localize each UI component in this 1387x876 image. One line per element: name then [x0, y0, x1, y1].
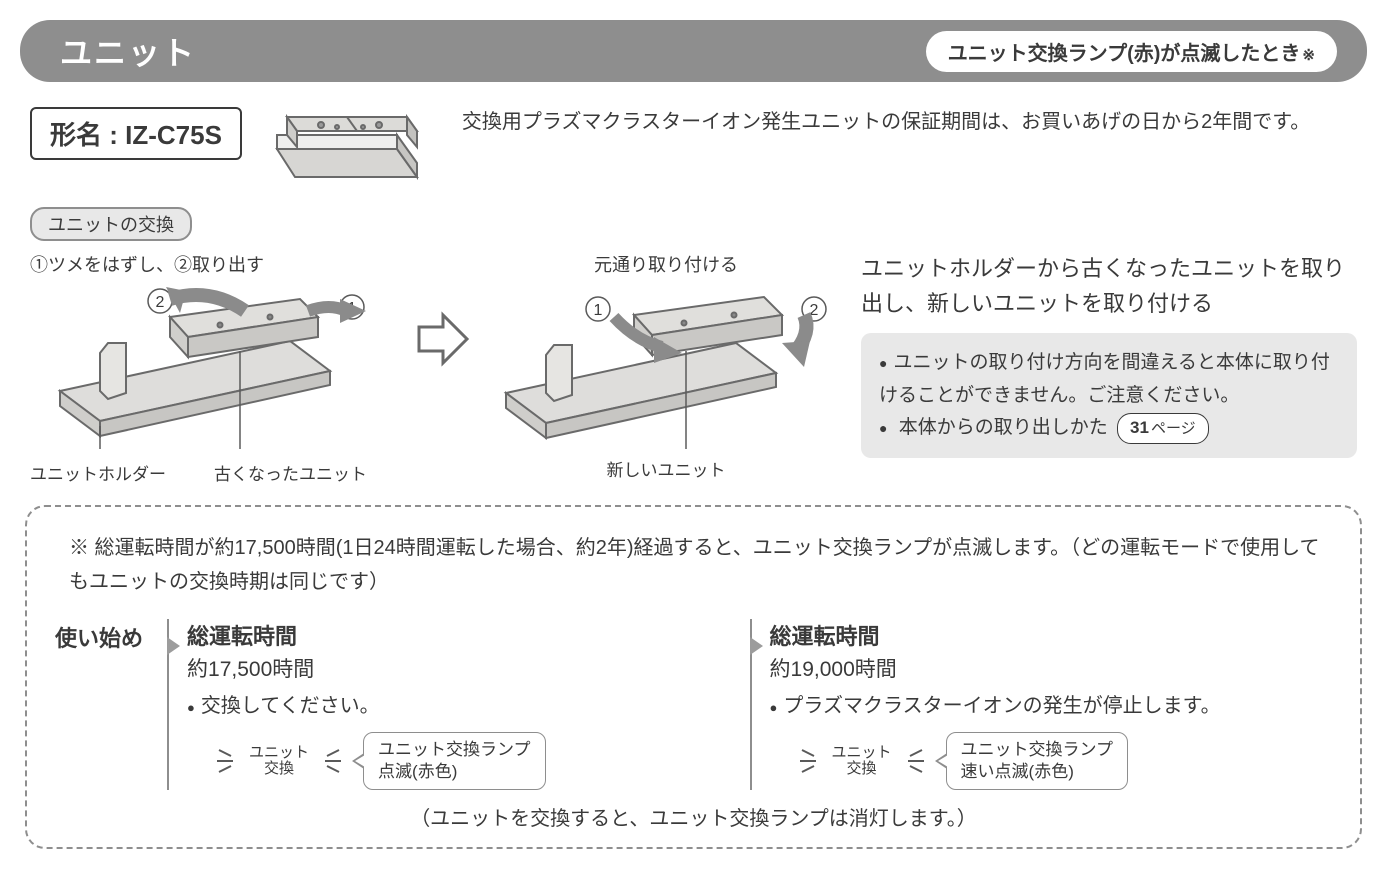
timing-note: ※ 総運転時間が約17,500時間(1日24時間運転した場合、約2年)経過すると…: [55, 531, 1332, 599]
stage2-head: 総運転時間: [770, 619, 1333, 651]
stage1-bubble-l1: ユニット交換ランプ: [378, 740, 531, 759]
instruction-heading: ユニットホルダーから古くなったユニットを取り出し、新しいユニットを取り付ける: [861, 251, 1357, 321]
remove-caption: ①ツメをはずし、②取り出す: [30, 251, 400, 277]
timeline-separator-2: [750, 619, 752, 790]
asterisk: ※: [1302, 46, 1315, 64]
label-new-unit: 新しいユニット: [607, 461, 726, 480]
page-ref-number: 31: [1130, 414, 1149, 443]
stage2-lamp-row: ユニット 交換 ユニット交換ランプ 速い点滅(赤色): [800, 732, 1333, 790]
diagram-row: ①ツメをはずし、②取り出す 2 1: [30, 251, 1357, 485]
section-header: ユニット ユニット交換ランプ(赤)が点滅したとき ※: [20, 20, 1367, 82]
stage2-lamp-l2: 交換: [847, 760, 877, 777]
remove-illustration: 2 1: [30, 281, 400, 451]
timeline-stage-2: 総運転時間 約19,000時間 プラズマクラスターイオンの発生が停止します。 ユ…: [770, 619, 1333, 790]
svg-text:2: 2: [156, 294, 165, 311]
diagram-remove: ①ツメをはずし、②取り出す 2 1: [30, 251, 400, 485]
spark-icon: [800, 744, 822, 778]
timeline-start-label: 使い始め: [55, 619, 167, 790]
stage1-time: 約17,500時間: [187, 653, 750, 683]
spark-icon: [217, 744, 239, 778]
timeline: 使い始め 総運転時間 約17,500時間 交換してください。 ユニット 交換 ユ…: [55, 619, 1332, 790]
stage2-bubble-l1: ユニット交換ランプ: [961, 740, 1114, 759]
install-caption: 元通り取り付ける: [486, 251, 846, 277]
timeline-stage-1: 総運転時間 約17,500時間 交換してください。 ユニット 交換 ユニット交換…: [187, 619, 750, 790]
warranty-text: 交換用プラズマクラスターイオン発生ユニットの保証期間は、お買いあげの日から2年間…: [462, 107, 1310, 137]
stage2-bubble-l2: 速い点滅(赤色): [961, 762, 1074, 781]
label-unit-holder: ユニットホルダー: [30, 460, 166, 485]
caution-item-1: ユニットの取り付け方向を間違えると本体に取り付けることができません。ご注意くださ…: [879, 347, 1339, 412]
stage2-action: プラズマクラスターイオンの発生が停止します。: [770, 689, 1333, 718]
replacement-section-label: ユニットの交換: [30, 207, 192, 241]
arrow-icon: [415, 251, 471, 372]
stage2-lamp-label: ユニット 交換: [832, 745, 892, 778]
label-old-unit: 古くなったユニット: [214, 460, 367, 485]
model-value: IZ-C75S: [125, 120, 222, 150]
page-ref-suffix: ページ: [1151, 416, 1196, 442]
caution-box: ユニットの取り付け方向を間違えると本体に取り付けることができません。ご注意くださ…: [861, 333, 1357, 458]
condition-badge: ユニット交換ランプ(赤)が点滅したとき ※: [926, 31, 1337, 72]
stage1-action: 交換してください。: [187, 689, 750, 718]
timing-footer: （ユニットを交換すると、ユニット交換ランプは消灯します。）: [55, 802, 1332, 831]
timing-info-box: ※ 総運転時間が約17,500時間(1日24時間運転した場合、約2年)経過すると…: [25, 505, 1362, 849]
caution-item-2-text: 本体からの取り出しかた: [899, 417, 1108, 438]
model-prefix: 形名 :: [50, 120, 125, 150]
stage2-time: 約19,000時間: [770, 653, 1333, 683]
stage1-lamp-label: ユニット 交換: [249, 745, 309, 778]
svg-text:1: 1: [594, 302, 603, 319]
caution-item-2: 本体からの取り出しかた 31 ページ: [879, 412, 1339, 444]
condition-text: ユニット交換ランプ(赤)が点滅したとき: [948, 37, 1301, 66]
spark-icon: [319, 744, 341, 778]
stage1-lamp-l2: 交換: [264, 760, 294, 777]
section-title: ユニット: [50, 28, 196, 74]
stage2-bubble: ユニット交換ランプ 速い点滅(赤色): [946, 732, 1129, 790]
stage1-bubble-l2: 点滅(赤色): [378, 762, 457, 781]
stage2-lamp-l1: ユニット: [832, 744, 892, 761]
spark-icon: [902, 744, 924, 778]
instruction-block: ユニットホルダーから古くなったユニットを取り出し、新しいユニットを取り付ける ユ…: [861, 251, 1357, 458]
diagram-install: 元通り取り付ける 1 2: [486, 251, 846, 481]
install-illustration: 1 2: [486, 281, 846, 451]
unit-illustration: [267, 107, 437, 192]
stage1-head: 総運転時間: [187, 619, 750, 651]
page-reference: 31 ページ: [1117, 413, 1209, 444]
model-box: 形名 : IZ-C75S: [30, 107, 242, 160]
timeline-separator-1: [167, 619, 169, 790]
stage1-lamp-l1: ユニット: [249, 744, 309, 761]
stage1-lamp-row: ユニット 交換 ユニット交換ランプ 点滅(赤色): [217, 732, 750, 790]
stage1-bubble: ユニット交換ランプ 点滅(赤色): [363, 732, 546, 790]
top-row: 形名 : IZ-C75S 交換用プラズマクラスターイオン発生ユニットの保証期間は…: [30, 107, 1357, 192]
